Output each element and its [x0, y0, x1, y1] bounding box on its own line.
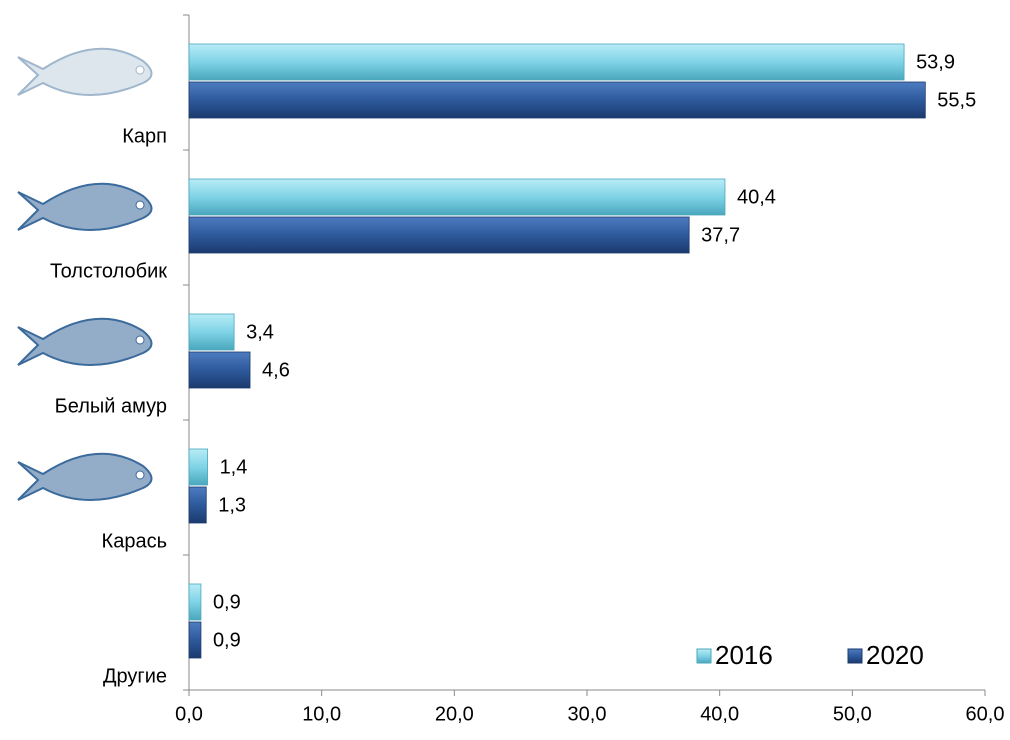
- bar: [188, 486, 207, 524]
- fish-icon: [17, 317, 153, 366]
- bar: [188, 621, 202, 659]
- bar: [188, 448, 208, 486]
- legend-label: 2016: [715, 640, 773, 670]
- fish-icon: [17, 452, 153, 501]
- x-tick-label: 30,0: [568, 703, 607, 725]
- category-label: Толстолобик: [50, 260, 167, 282]
- value-label: 1,3: [218, 494, 246, 516]
- bar: [188, 216, 690, 254]
- value-label: 0,9: [213, 629, 241, 651]
- category-label: Белый амур: [55, 395, 167, 417]
- value-label: 4,6: [262, 359, 290, 381]
- value-label: 0,9: [213, 591, 241, 613]
- category-label: Другие: [103, 665, 167, 687]
- bar: [188, 81, 926, 119]
- x-tick-label: 50,0: [833, 703, 872, 725]
- x-tick-label: 60,0: [966, 703, 1005, 725]
- legend-label: 2020: [866, 640, 924, 670]
- x-tick-label: 20,0: [435, 703, 474, 725]
- fish-eye: [135, 335, 145, 345]
- fish-icon: [17, 182, 153, 231]
- value-label: 40,4: [737, 186, 776, 208]
- x-tick-label: 0,0: [175, 703, 203, 725]
- x-tick-label: 10,0: [302, 703, 341, 725]
- value-label: 55,5: [937, 89, 976, 111]
- x-tick-label: 40,0: [700, 703, 739, 725]
- bar: [188, 313, 235, 351]
- fish-eye: [135, 200, 145, 210]
- fish-icon: [17, 47, 153, 96]
- bar: [188, 43, 905, 81]
- value-label: 37,7: [701, 224, 740, 246]
- fish-eye: [135, 470, 145, 480]
- value-label: 3,4: [246, 321, 274, 343]
- fish-eye: [135, 65, 145, 75]
- value-label: 53,9: [916, 51, 955, 73]
- bar: [188, 178, 726, 216]
- bar: [188, 583, 202, 621]
- legend-swatch: [847, 648, 863, 664]
- legend-swatch: [696, 648, 712, 664]
- bar: [188, 351, 251, 389]
- category-label: Карп: [122, 125, 167, 147]
- category-label: Карась: [102, 530, 167, 552]
- value-label: 1,4: [220, 456, 248, 478]
